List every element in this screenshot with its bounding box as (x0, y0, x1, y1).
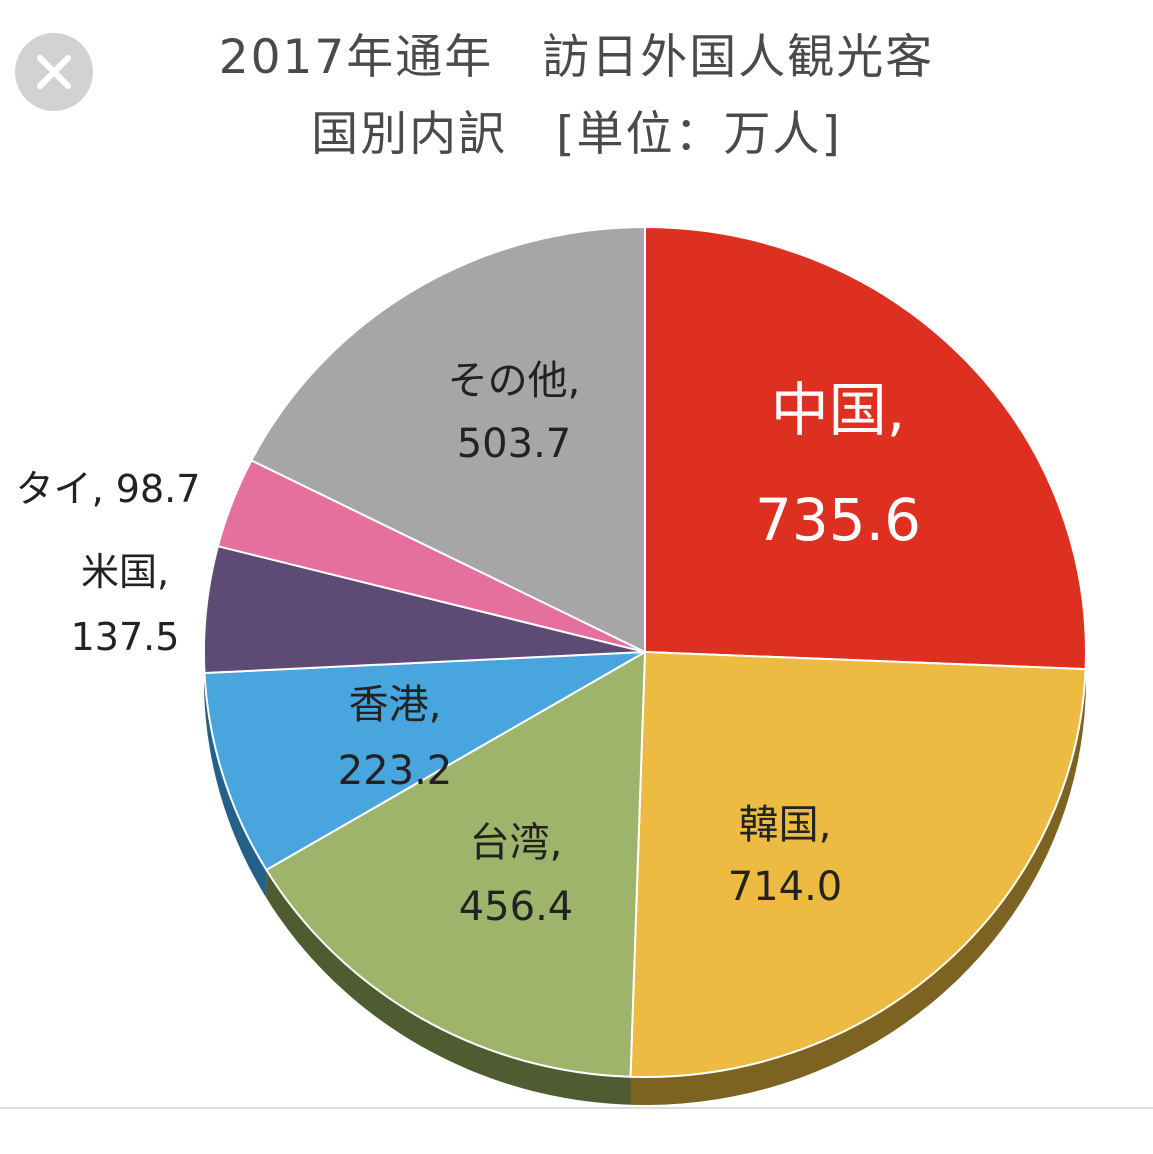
slice-category-label-6: その他, (448, 358, 581, 404)
slice-value-label-4: 137.5 (71, 615, 180, 659)
close-button[interactable] (15, 33, 93, 111)
slice-category-label-4: 米国, (81, 550, 169, 594)
pie-slice-6 (250, 225, 646, 654)
pie-slice-0 (644, 225, 1087, 671)
bottom-divider (0, 1107, 1153, 1109)
slice-value-label-6: 503.7 (457, 421, 572, 467)
chart-subtitle: 国別内訳 [単位：万人] (311, 107, 842, 162)
pie-slice-1 (629, 650, 1087, 1079)
close-icon (37, 55, 71, 89)
pie-labels: 中国, 735.6 韓国, 714.0 台湾, 456.4 香港, 223.2 米国, 137.5… (16, 358, 921, 930)
pie-slice-2 (265, 650, 647, 1078)
slice-category-label-3: 香港, (349, 682, 442, 728)
pie-side-3 (204, 673, 267, 898)
slice-category-label-2: 台湾, (470, 820, 563, 866)
slice-value-label-0: 735.6 (755, 486, 921, 554)
slice-value-label-1: 714.0 (728, 864, 843, 910)
slice-value-label-2: 456.4 (459, 884, 574, 930)
slice-category-label-1: 韓国, (739, 802, 832, 848)
slice-value-label-3: 223.2 (338, 748, 453, 794)
pie-slices (202, 225, 1087, 1079)
pie-slice-3 (203, 651, 646, 872)
slice-category-label-0: 中国, (771, 376, 905, 444)
slice-label-5: タイ, 98.7 (16, 467, 201, 511)
pie-side-2 (266, 869, 631, 1105)
chart-title: 2017年通年 訪日外国人観光客 (218, 30, 935, 85)
